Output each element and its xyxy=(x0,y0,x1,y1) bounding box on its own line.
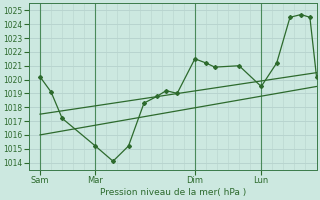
X-axis label: Pression niveau de la mer( hPa ): Pression niveau de la mer( hPa ) xyxy=(100,188,246,197)
